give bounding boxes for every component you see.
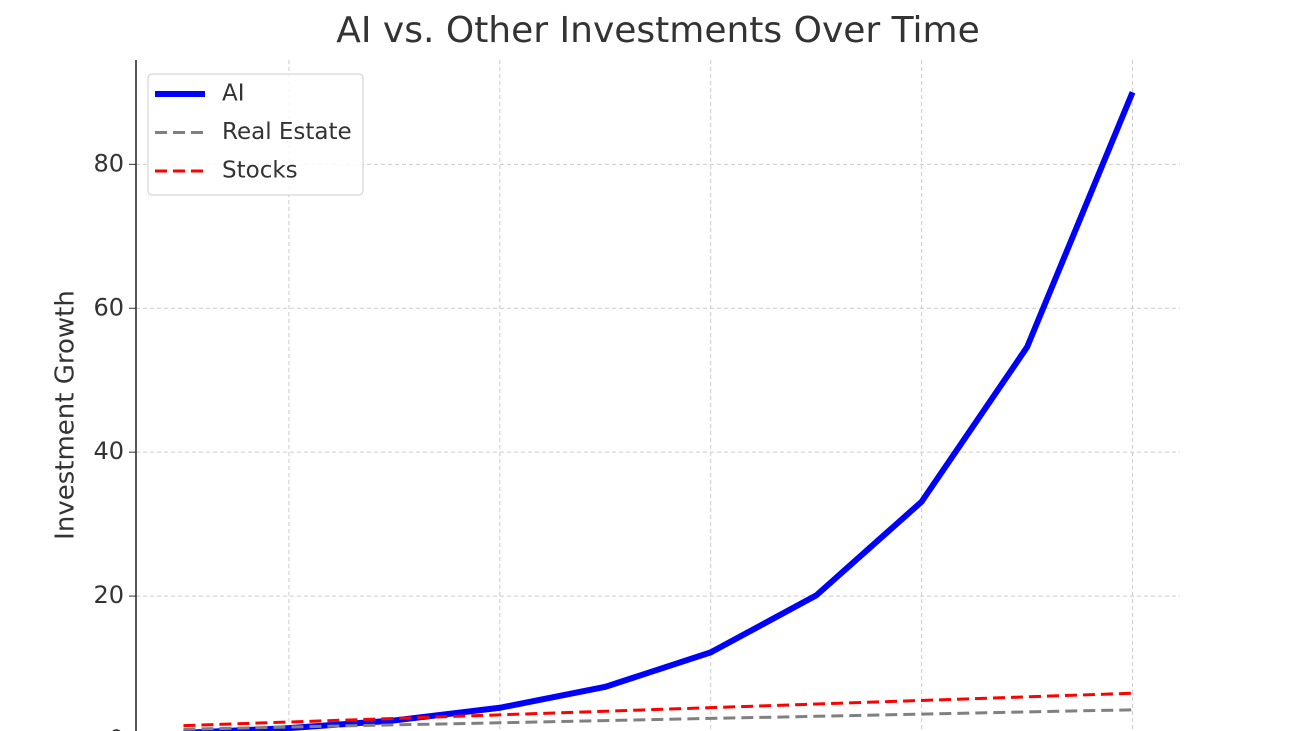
chart-title: AI vs. Other Investments Over Time xyxy=(336,10,980,51)
legend-box xyxy=(147,73,364,196)
legend-label: Real Estate xyxy=(222,119,352,145)
y-tick-label: 40 xyxy=(93,437,124,465)
y-tick-label: 60 xyxy=(93,293,124,321)
legend-label: AI xyxy=(222,81,245,107)
y-tick-label: 0 xyxy=(109,725,124,731)
y-tick-label: 20 xyxy=(93,581,124,609)
line-series xyxy=(183,691,1133,728)
legend-label: Stocks xyxy=(222,158,298,184)
y-axis-label: Investment Growth xyxy=(51,290,81,540)
line-series xyxy=(183,708,1133,731)
line-series xyxy=(183,91,1136,731)
y-tick-label: 80 xyxy=(93,149,124,177)
